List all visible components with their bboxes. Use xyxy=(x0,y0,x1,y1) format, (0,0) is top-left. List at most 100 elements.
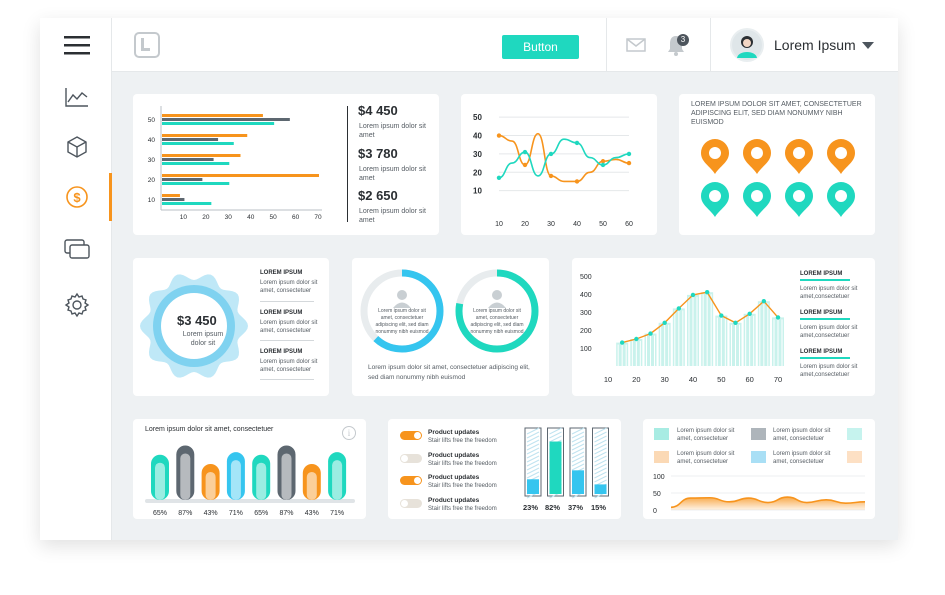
toggle-knob xyxy=(414,432,421,439)
gear-icon[interactable] xyxy=(60,288,94,322)
percent-label: 71% xyxy=(330,510,344,517)
bar xyxy=(162,182,230,185)
y-tick-label: 40 xyxy=(473,132,482,141)
profiles-card: Lorem ipsum dolor sit amet, consectetuer… xyxy=(352,258,549,396)
y-tick-label: 30 xyxy=(148,157,156,164)
profile-text: Lorem ipsum dolor sit amet, consectetuer… xyxy=(470,308,524,335)
bar xyxy=(162,158,214,161)
legend-swatch xyxy=(654,428,669,440)
toggle-switch[interactable] xyxy=(400,476,422,485)
x-tick-label: 10 xyxy=(495,221,503,228)
user-menu[interactable]: Lorem Ipsum xyxy=(730,28,874,62)
dashboard-window: $ Button 3 Lorem Ipsum 10 20 30 xyxy=(40,18,898,540)
bar xyxy=(162,154,241,157)
user-name: Lorem Ipsum xyxy=(774,37,856,53)
progress-bar xyxy=(547,427,564,499)
line-chart: 10 20 30 40 50 10 20 30 40 50 60 xyxy=(473,113,633,228)
y-tick-label: 500 xyxy=(580,274,592,281)
windows-icon[interactable] xyxy=(60,232,94,266)
data-point xyxy=(548,151,554,157)
y-tick-label: 300 xyxy=(580,310,592,317)
toggle-switch[interactable] xyxy=(400,431,422,440)
data-point xyxy=(574,179,580,184)
toggle-text: Stair lifts free the freedom xyxy=(428,483,497,489)
bar xyxy=(162,118,290,121)
baseline xyxy=(145,499,355,503)
stat-value: $4 450 xyxy=(358,103,398,118)
toggle-switch[interactable] xyxy=(400,453,422,463)
pill-bar xyxy=(252,454,271,500)
combo-chart-card: 100 200 300 400 500 10 20 30 40 50 60 70 LOREM IPSU… xyxy=(572,258,875,396)
x-tick-label: 20 xyxy=(521,221,529,228)
locations-card: LOREM IPSUM DOLOR SIT AMET, CONSECTETUER… xyxy=(679,94,875,235)
x-tick-label: 50 xyxy=(717,375,725,384)
chevron-down-icon[interactable] xyxy=(861,41,874,49)
x-tick-label: 30 xyxy=(660,375,668,384)
stat-value: $2 650 xyxy=(358,188,398,203)
toggle-text: Stair lifts free the freedom xyxy=(428,460,497,467)
info-icon[interactable]: i xyxy=(342,426,356,440)
stat-caption: Lorem ipsum dolor sit amet xyxy=(359,123,426,139)
data-point xyxy=(626,160,632,166)
updates-card: Product updates Stair lifts free the free… xyxy=(388,419,621,519)
badge-shape xyxy=(140,274,248,378)
divider xyxy=(260,340,314,341)
pill-bar-chart: 65% 87% 43% 71% 65% 87% 43% 71% xyxy=(145,445,355,517)
bar xyxy=(701,292,714,366)
data-point xyxy=(626,151,632,157)
cube-icon[interactable] xyxy=(60,130,94,164)
pins-grid xyxy=(701,139,855,217)
toggle-title: Product updates xyxy=(428,429,480,436)
stat-caption: Lorem ipsum dolor sit amet xyxy=(359,166,426,182)
x-tick-label: 10 xyxy=(604,375,612,384)
series-line xyxy=(670,496,866,509)
x-tick-label: 30 xyxy=(547,221,555,228)
bar-label: 82% xyxy=(545,503,561,512)
data-point xyxy=(496,133,502,138)
x-tick-label: 40 xyxy=(573,221,581,228)
topbar: Button 3 Lorem Ipsum xyxy=(112,18,898,72)
series-line xyxy=(498,132,630,183)
percent-label: 43% xyxy=(305,510,319,517)
location-pin-icon xyxy=(827,139,855,174)
user-icon xyxy=(492,290,502,300)
percent-label: 65% xyxy=(153,510,167,517)
pill-bar xyxy=(302,463,321,500)
divider xyxy=(260,379,314,380)
area-chart-card: Lorem ipsum dolor sit amet, consectetuer… xyxy=(643,419,875,519)
primary-button[interactable]: Button xyxy=(502,35,579,59)
location-pin-icon xyxy=(701,139,729,174)
pill-bar xyxy=(277,445,296,500)
toggle-switch[interactable] xyxy=(400,498,422,508)
dollar-icon[interactable]: $ xyxy=(60,180,94,214)
legend-title: LOREM IPSUM xyxy=(800,310,843,316)
bar xyxy=(658,322,671,366)
bar xyxy=(162,138,219,141)
bar xyxy=(162,174,319,177)
mail-icon[interactable] xyxy=(626,38,646,57)
sidebar: $ xyxy=(40,18,112,540)
y-tick-label: 40 xyxy=(148,137,156,144)
line-chart-icon[interactable] xyxy=(60,80,94,114)
bar-label: 23% xyxy=(523,503,539,512)
active-indicator xyxy=(109,173,112,221)
divider xyxy=(260,301,314,302)
bar xyxy=(162,142,234,145)
y-tick-label: 400 xyxy=(580,292,592,299)
y-tick-label: 50 xyxy=(653,491,661,498)
progress-bar xyxy=(524,427,542,499)
data-point xyxy=(690,292,696,298)
legend-swatch xyxy=(847,451,862,463)
location-pin-icon xyxy=(785,139,813,174)
legend-title: LOREM IPSUM xyxy=(800,271,843,277)
ring-progress xyxy=(360,269,444,353)
toggle-row: Product updates Stair lifts free the free… xyxy=(400,429,520,447)
data-point xyxy=(619,340,625,345)
combo-chart: 100 200 300 400 500 10 20 30 40 50 60 70 xyxy=(580,274,784,384)
legend-text: Lorem ipsum dolor sit amet, consectetuer xyxy=(677,428,735,442)
locations-text: LOREM IPSUM DOLOR SIT AMET, CONSECTETUER… xyxy=(691,101,862,126)
menu-icon[interactable] xyxy=(60,28,94,62)
bar xyxy=(757,301,770,366)
logo-icon xyxy=(134,32,160,58)
location-pin-icon xyxy=(743,139,771,174)
